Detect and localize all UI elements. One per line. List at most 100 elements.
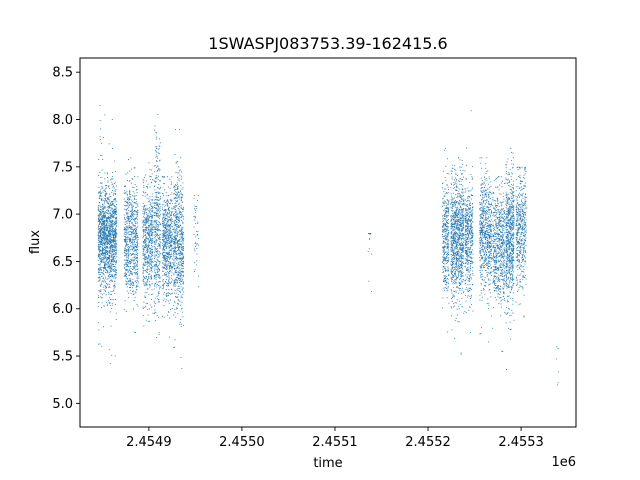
data-point [181,239,183,241]
data-point [173,221,175,223]
data-point [114,285,116,287]
data-point [130,226,132,228]
data-point [154,234,156,235]
data-point [103,261,105,263]
data-point [108,255,110,257]
data-point [155,232,157,234]
data-point [110,196,112,198]
data-point [447,227,449,229]
data-point [145,204,147,206]
data-point [103,242,104,244]
data-point [98,290,100,291]
data-point [108,263,110,265]
data-point [169,250,171,252]
data-point [153,278,155,280]
data-point [163,195,165,197]
data-point [107,238,109,240]
data-point [443,250,445,252]
data-point [445,226,447,228]
data-point [135,232,137,234]
data-point [103,232,105,234]
data-point [155,251,157,253]
data-point [176,257,178,259]
data-point [448,232,450,234]
data-point [152,251,154,253]
data-point [182,254,184,256]
data-point [154,181,156,182]
data-point [125,274,127,276]
data-point [155,240,157,242]
data-point [98,329,100,331]
data-point [165,258,167,260]
data-point [131,216,133,217]
data-point [135,242,137,243]
data-point [108,293,110,295]
data-point [99,221,100,223]
data-point [148,226,150,228]
data-point [137,281,139,282]
data-point [156,148,157,149]
data-point [162,251,164,253]
data-point [113,230,115,232]
data-point [442,187,443,189]
data-point [165,209,166,211]
data-point [114,273,116,275]
data-point [173,255,175,257]
data-point [159,242,161,244]
data-point [180,185,182,186]
data-point [102,207,104,209]
data-point [109,277,111,279]
data-point [105,225,106,227]
data-point [136,254,137,256]
data-point [105,237,107,239]
data-point [443,149,445,151]
data-point [170,239,172,241]
data-point [110,244,112,246]
data-point [175,161,177,163]
data-point [159,180,161,182]
data-point [131,205,133,207]
data-point [164,236,166,238]
data-point [125,263,127,265]
data-point [451,236,453,237]
data-point [156,156,158,157]
data-point [154,185,156,187]
data-point [168,251,170,253]
data-point [148,268,150,270]
data-point [105,219,107,221]
data-point [169,233,171,235]
data-point [453,275,455,277]
data-point [104,243,106,245]
data-point [133,192,135,194]
data-point [125,217,127,219]
data-point [173,244,175,246]
data-point [163,239,165,241]
data-point [115,225,117,226]
data-point [162,207,164,209]
data-point [143,254,145,256]
data-point [448,209,450,211]
data-point [152,214,154,216]
data-point [134,214,136,216]
data-point [103,241,105,243]
data-point [105,225,107,227]
data-point [461,264,463,266]
data-point [136,303,138,305]
data-point [147,262,149,264]
data-point [106,184,107,186]
data-point [107,235,109,237]
data-point [182,272,184,274]
data-point [163,232,165,234]
data-point [107,186,109,188]
data-point [127,199,129,201]
data-point [112,231,114,233]
data-point [108,300,110,302]
data-point [442,241,444,243]
data-point [102,223,104,225]
data-point [197,244,199,246]
data-point [150,269,152,271]
data-point [148,240,150,242]
data-point [168,216,170,218]
data-point [169,210,171,212]
data-point [176,172,178,174]
